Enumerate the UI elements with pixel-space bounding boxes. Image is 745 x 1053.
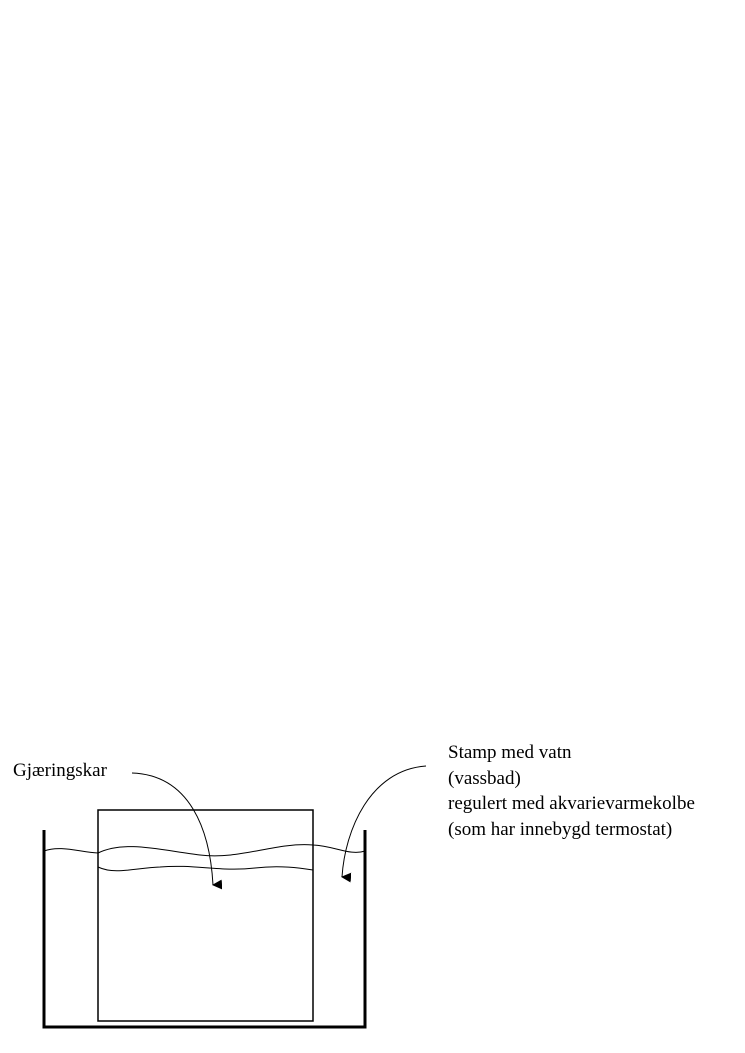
- fermenter-liquid-surface: [97, 865, 314, 872]
- water-tub: [42, 830, 367, 1029]
- fermenter-arrow: [131, 772, 223, 890]
- bath-water-surface: [43, 844, 366, 857]
- bath-label-line-4: (som har innebygd termostat): [448, 818, 673, 840]
- bath-label: Stamp med vatn (vassbad) regulert med ak…: [448, 740, 695, 842]
- bath-label-line-2: (vassbad): [448, 767, 521, 789]
- bath-label-line-3: regulert med akvarievarmekolbe: [448, 793, 695, 814]
- fermenter-label: Gjæringskar: [13, 760, 107, 781]
- fermenter-vessel: [97, 809, 314, 1022]
- bath-arrow: [341, 765, 427, 883]
- bath-label-line-1: Stamp med vatn: [448, 742, 572, 763]
